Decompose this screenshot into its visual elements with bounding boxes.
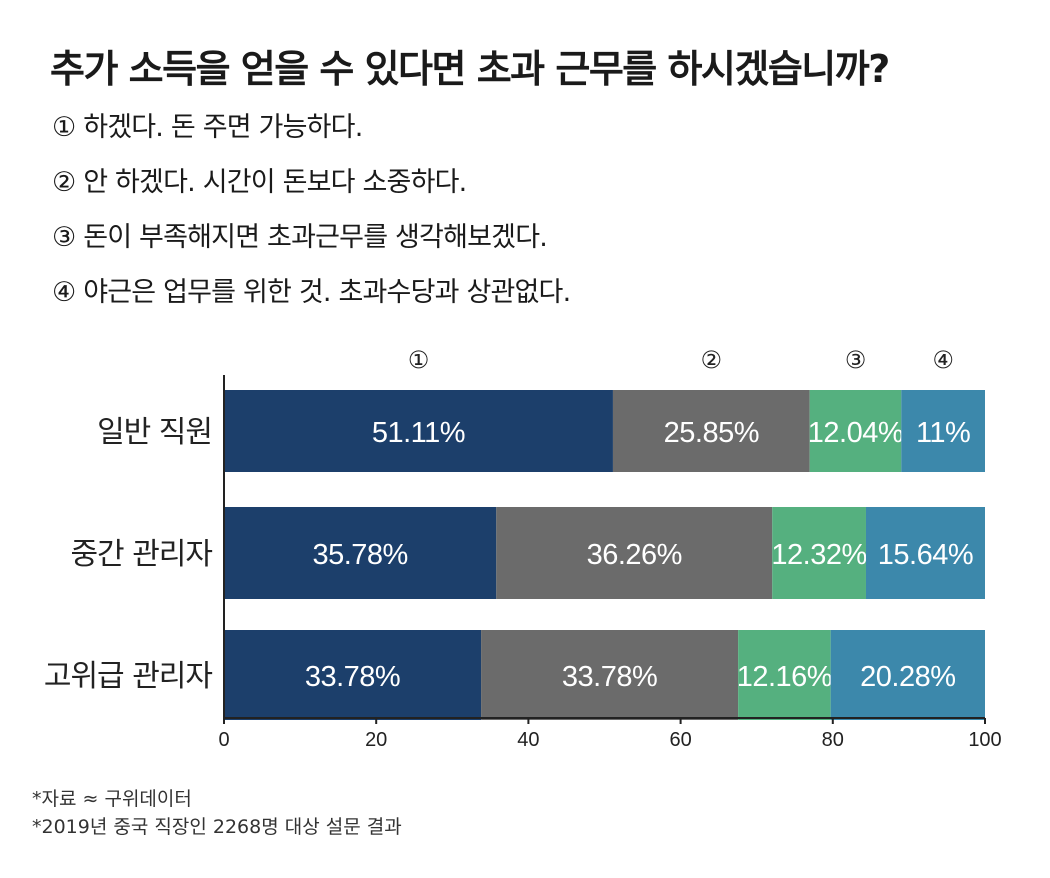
option-2: ② 안 하겠다. 시간이 돈보다 소중하다. [52, 167, 467, 198]
category-label-1: 일반 직원 [97, 415, 212, 450]
data-label-3-3: 12.16% [737, 661, 832, 693]
stacked-bar-chart: ① ② ③ ④ 일반 직원 51.11% 25.85% 12.04% 11% 중간 관리자 35.7… [44, 346, 1002, 751]
data-label-2-3: 12.32% [771, 539, 866, 571]
option-4: ④ 야근은 업무를 위한 것. 초과수당과 상관없다. [52, 277, 571, 308]
bar-segment-2-1 [224, 507, 497, 599]
data-label-3-1: 33.78% [305, 661, 400, 693]
series-header-3: ③ [845, 346, 867, 374]
bar-segment-2-3 [772, 507, 866, 599]
data-label-2-4: 15.64% [878, 539, 973, 571]
chart-title: 추가 소득을 얻을 수 있다면 초과 근무를 하시겠습니까? [50, 47, 890, 91]
x-tick-label-0: 0 [218, 729, 229, 751]
x-tick-label-60: 60 [669, 729, 691, 751]
data-label-2-2: 36.26% [587, 539, 682, 571]
answer-options: ① 하겠다. 돈 주면 가능하다. ② 안 하겠다. 시간이 돈보다 소중하다.… [52, 108, 571, 328]
bar-segment-3-2 [481, 630, 739, 720]
bar-segment-3-4 [830, 630, 985, 720]
source-note: *자료 ≈ 구위데이터 [32, 788, 192, 810]
survey-note: *2019년 중국 직장인 2268명 대상 설문 결과 [32, 816, 402, 838]
series-header-2: ② [701, 346, 723, 374]
data-label-3-2: 33.78% [562, 661, 657, 693]
x-tick-label-40: 40 [517, 729, 539, 751]
chart-footer: *자료 ≈ 구위데이터 *2019년 중국 직장인 2268명 대상 설문 결과 [32, 785, 402, 841]
data-label-1-3: 12.04% [808, 417, 903, 449]
bar-segment-2-2 [496, 507, 773, 599]
x-tick-label-100: 100 [968, 729, 1001, 751]
data-label-3-4: 20.28% [860, 661, 955, 693]
bar-segment-2-4 [865, 507, 985, 599]
bar-segment-1-4 [901, 390, 985, 472]
series-header-4: ④ [932, 346, 954, 374]
bar-segment-3-1 [224, 630, 482, 720]
option-3: ③ 돈이 부족해지면 초과근무를 생각해보겠다. [52, 222, 548, 253]
option-1: ① 하겠다. 돈 주면 가능하다. [52, 112, 363, 143]
data-label-2-1: 35.78% [312, 539, 407, 571]
data-label-1-2: 25.85% [664, 417, 759, 449]
bar-segment-3-3 [738, 630, 831, 720]
x-tick-label-20: 20 [365, 729, 387, 751]
series-header-1: ① [408, 346, 430, 374]
data-label-1-1: 51.11% [372, 417, 465, 449]
category-label-2: 중간 관리자 [70, 537, 212, 572]
x-tick-label-80: 80 [822, 729, 844, 751]
bar-segment-1-1 [224, 390, 613, 472]
category-label-3: 고위급 관리자 [44, 659, 213, 694]
bar-segment-1-2 [612, 390, 810, 472]
bar-segment-1-3 [809, 390, 902, 472]
data-label-1-4: 11% [916, 417, 970, 449]
